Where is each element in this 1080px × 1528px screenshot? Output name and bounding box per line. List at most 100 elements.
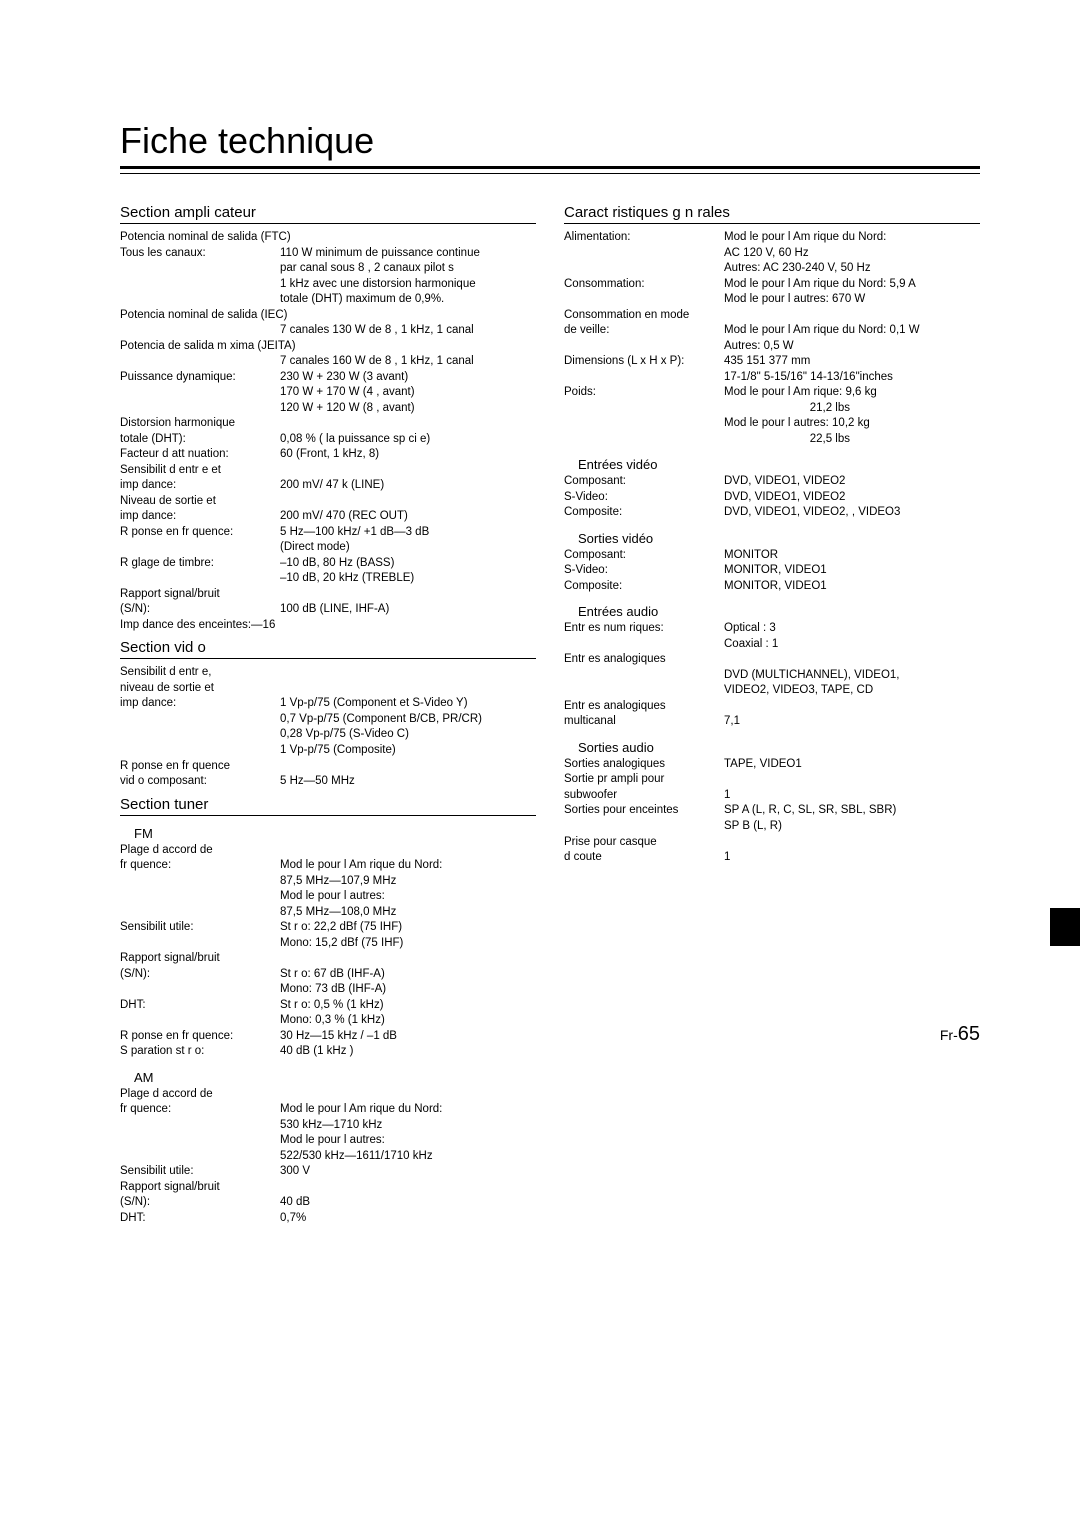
section-head: Section tuner — [120, 796, 536, 816]
spec-row: vid o composant:5 Hz—50 MHz — [120, 774, 536, 790]
spec-label: Puissance dynamique: — [120, 370, 280, 386]
spec-row: fr quence:Mod le pour l Am rique du Nord… — [120, 858, 536, 874]
spec-row: Composant:MONITOR — [564, 548, 980, 564]
title-underline — [120, 173, 980, 174]
spec-value-cont: DVD (MULTICHANNEL), VIDEO1, — [564, 668, 980, 684]
spec-label: d coute — [564, 850, 724, 866]
spec-value-cont: 530 kHz—1710 kHz — [120, 1118, 536, 1134]
spec-value: DVD, VIDEO1, VIDEO2 — [724, 474, 980, 490]
spec-value-cont: 17-1/8" 5-15/16" 14-13/16"inches — [564, 370, 980, 386]
spec-value-cont: par canal sous 8 , 2 canaux pilot s — [120, 261, 536, 277]
spec-label: Facteur d att nuation: — [120, 447, 280, 463]
spec-row: R ponse en fr quence:30 Hz—15 kHz / –1 d… — [120, 1029, 536, 1045]
spec-label: Sensibilit utile: — [120, 1164, 280, 1180]
page-number: Fr-65 — [940, 1023, 980, 1046]
spec-value: St r o: 67 dB (IHF-A) — [280, 967, 536, 983]
spec-value: 7,1 — [724, 714, 980, 730]
spec-row: Composant:DVD, VIDEO1, VIDEO2 — [564, 474, 980, 490]
spec-value: 230 W + 230 W (3 avant) — [280, 370, 536, 386]
spec-line: Sensibilit d entr e, — [120, 665, 536, 681]
spec-label: Composite: — [564, 579, 724, 595]
spec-value: 300 V — [280, 1164, 536, 1180]
sub-head: Entrées audio — [564, 604, 980, 619]
page-title: Fiche technique — [120, 120, 980, 169]
spec-value: 200 mV/ 47 k (LINE) — [280, 478, 536, 494]
spec-row: Sensibilit utile:300 V — [120, 1164, 536, 1180]
spec-line: Plage d accord de — [120, 1087, 536, 1103]
spec-value: 60 (Front, 1 kHz, 8) — [280, 447, 536, 463]
spec-value-cont: Mono: 73 dB (IHF-A) — [120, 982, 536, 998]
spec-line: Niveau de sortie et — [120, 494, 536, 510]
spec-label: R glage de timbre: — [120, 556, 280, 572]
spec-line: R ponse en fr quence — [120, 759, 536, 775]
spec-label: Entr es num riques: — [564, 621, 724, 637]
spec-value: 0,7% — [280, 1211, 536, 1227]
spec-label: R ponse en fr quence: — [120, 525, 280, 541]
spec-value-cont: SP B (L, R) — [564, 819, 980, 835]
spec-value-cont: 0,28 Vp-p/75 (S-Video C) — [120, 727, 536, 743]
spec-row: subwoofer1 — [564, 788, 980, 804]
spec-row: Sorties analogiquesTAPE, VIDEO1 — [564, 757, 980, 773]
spec-line: Potencia de salida m xima (JEITA) — [120, 339, 536, 355]
page-prefix: Fr- — [940, 1027, 958, 1043]
spec-value-cont: (Direct mode) — [120, 540, 536, 556]
spec-row: imp dance:200 mV/ 470 (REC OUT) — [120, 509, 536, 525]
spec-line: Sortie pr ampli pour — [564, 772, 980, 788]
spec-label: (S/N): — [120, 967, 280, 983]
spec-value: 200 mV/ 470 (REC OUT) — [280, 509, 536, 525]
spec-value-cont: Mod le pour l autres: 10,2 kg — [564, 416, 980, 432]
spec-row: R ponse en fr quence:5 Hz—100 kHz/ +1 dB… — [120, 525, 536, 541]
spec-label: multicanal — [564, 714, 724, 730]
spec-value: 100 dB (LINE, IHF-A) — [280, 602, 536, 618]
spec-line: Imp dance des enceintes:—16 — [120, 618, 536, 634]
spec-line: Potencia nominal de salida (FTC) — [120, 230, 536, 246]
spec-value: 110 W minimum de puissance continue — [280, 246, 536, 262]
spec-value-cont: 87,5 MHz—107,9 MHz — [120, 874, 536, 890]
spec-row: Alimentation:Mod le pour l Am rique du N… — [564, 230, 980, 246]
spec-label: vid o composant: — [120, 774, 280, 790]
section-head: Caract ristiques g n rales — [564, 204, 980, 224]
spec-value-cont: Mod le pour l autres: — [120, 889, 536, 905]
spec-value: 1 Vp-p/75 (Component et S-Video Y) — [280, 696, 536, 712]
spec-value: MONITOR — [724, 548, 980, 564]
black-tab-marker — [1050, 908, 1080, 946]
page-num-value: 65 — [958, 1023, 980, 1045]
spec-row: S-Video:MONITOR, VIDEO1 — [564, 563, 980, 579]
spec-value: MONITOR, VIDEO1 — [724, 579, 980, 595]
spec-line: Entr es analogiques — [564, 652, 980, 668]
spec-row: imp dance:200 mV/ 47 k (LINE) — [120, 478, 536, 494]
spec-row: d coute1 — [564, 850, 980, 866]
spec-value-cont: 7 canales 130 W de 8 , 1 kHz, 1 canal — [120, 323, 536, 339]
spec-label: Composant: — [564, 474, 724, 490]
spec-value: 40 dB (1 kHz ) — [280, 1044, 536, 1060]
spec-value-cont: 1 kHz avec une distorsion harmonique — [120, 277, 536, 293]
spec-line: Rapport signal/bruit — [120, 587, 536, 603]
spec-value: Mod le pour l Am rique du Nord: — [724, 230, 980, 246]
spec-line: Plage d accord de — [120, 843, 536, 859]
spec-value-right: 22,5 lbs — [564, 432, 980, 448]
spec-row: Composite:MONITOR, VIDEO1 — [564, 579, 980, 595]
spec-value: Mod le pour l Am rique du Nord: — [280, 858, 536, 874]
spec-label: Sensibilit utile: — [120, 920, 280, 936]
spec-label: DHT: — [120, 1211, 280, 1227]
spec-value-cont: totale (DHT) maximum de 0,9%. — [120, 292, 536, 308]
spec-value-cont: Mod le pour l autres: 670 W — [564, 292, 980, 308]
content-columns: Section ampli cateurPotencia nominal de … — [120, 198, 980, 1226]
spec-row: Composite:DVD, VIDEO1, VIDEO2, , VIDEO3 — [564, 505, 980, 521]
spec-line: Rapport signal/bruit — [120, 1180, 536, 1196]
spec-row: totale (DHT):0,08 % ( la puissance sp ci… — [120, 432, 536, 448]
spec-value: 1 — [724, 788, 980, 804]
spec-value: St r o: 22,2 dBf (75 IHF) — [280, 920, 536, 936]
spec-value: 5 Hz—100 kHz/ +1 dB—3 dB — [280, 525, 536, 541]
spec-row: (S/N):40 dB — [120, 1195, 536, 1211]
spec-row: DHT:St r o: 0,5 % (1 kHz) — [120, 998, 536, 1014]
spec-row: de veille:Mod le pour l Am rique du Nord… — [564, 323, 980, 339]
spec-row: Entr es num riques:Optical : 3 — [564, 621, 980, 637]
spec-value-cont: Mono: 15,2 dBf (75 IHF) — [120, 936, 536, 952]
spec-value: 5 Hz—50 MHz — [280, 774, 536, 790]
spec-label: totale (DHT): — [120, 432, 280, 448]
spec-value: SP A (L, R, C, SL, SR, SBL, SBR) — [724, 803, 980, 819]
sub-head: AM — [120, 1070, 536, 1085]
spec-value-cont: AC 120 V, 60 Hz — [564, 246, 980, 262]
spec-row: Tous les canaux:110 W minimum de puissan… — [120, 246, 536, 262]
